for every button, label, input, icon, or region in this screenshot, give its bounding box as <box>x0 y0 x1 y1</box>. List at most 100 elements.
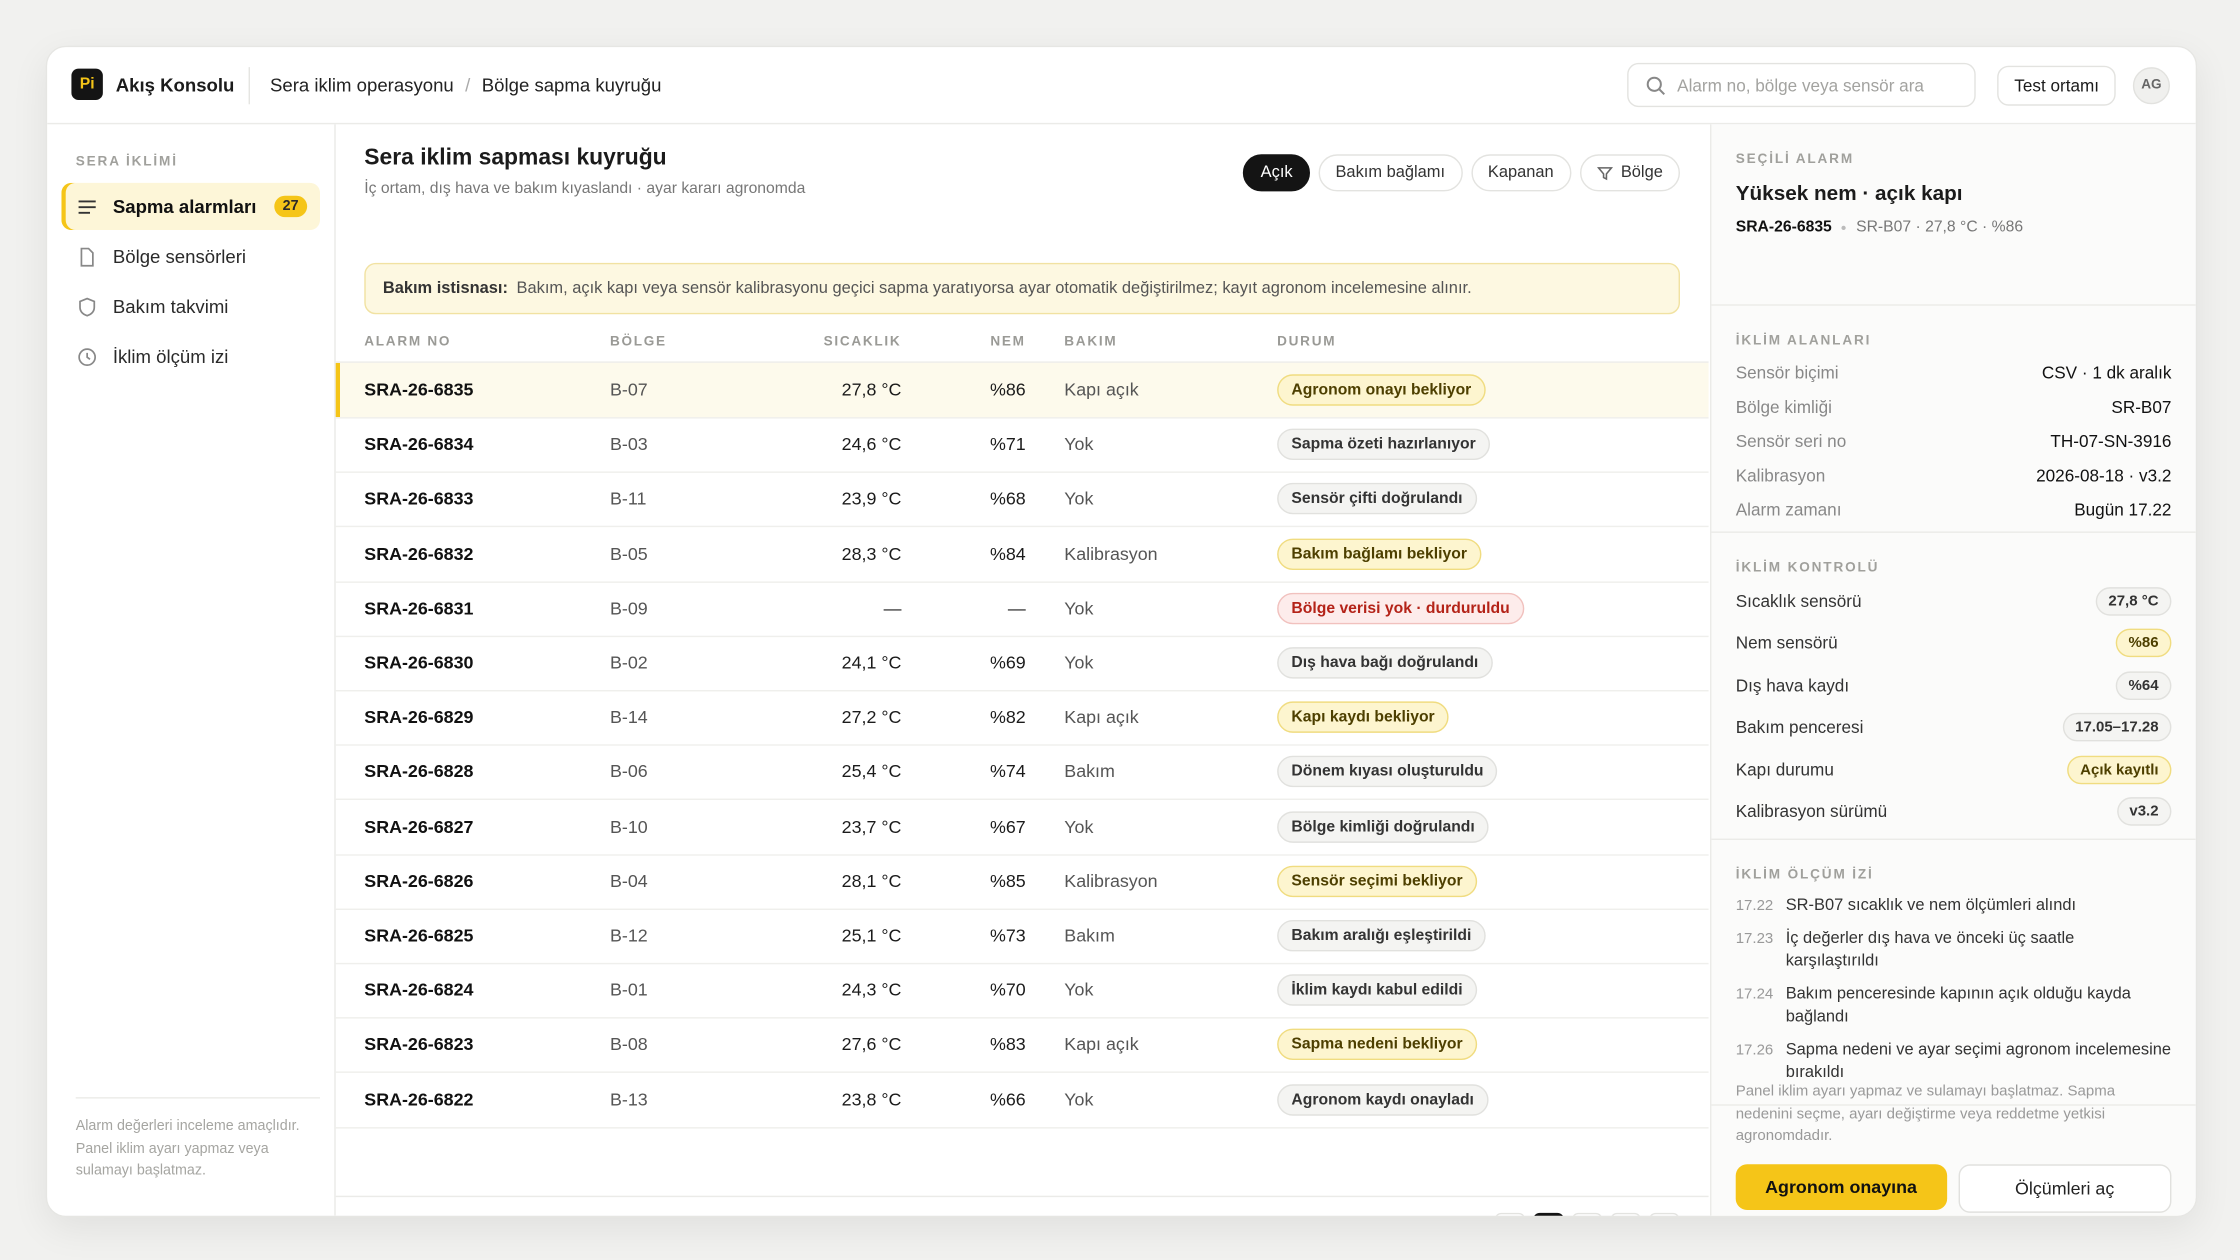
log-time: 17.23 <box>1735 929 1774 948</box>
environment-button[interactable]: Test ortamı <box>1997 65 2117 106</box>
table-row[interactable]: SRA-26-6832 B-05 28,3 °C %84 Kalibrasyon Bakı… <box>335 527 1709 583</box>
section-label: İKLİM ÖLÇÜM İZİ <box>1735 867 1874 883</box>
breadcrumb-separator: / <box>465 74 471 96</box>
notice: Bakım istisnası: Bakım, açık kapı veya se… <box>364 262 1680 315</box>
control-row: Sıcaklık sensörü 27,8 °C <box>1736 580 2172 622</box>
column-header: SICAKLIK <box>823 334 902 350</box>
field-label: Sensör biçimi <box>1735 362 1839 383</box>
table-row[interactable]: SRA-26-6831 B-09 — — Yok Bölge verisi yok · d… <box>335 581 1709 637</box>
table-row[interactable]: SRA-26-6824 B-01 24,3 °C %70 Yok İklim kaydı … <box>335 963 1709 1019</box>
control-value: %86 <box>2115 628 2172 658</box>
cell: %73 <box>989 925 1026 946</box>
log-entry: 17.24 Bakım penceresinde kapının açık old… <box>1736 983 2172 1029</box>
cell: B-07 <box>609 379 648 400</box>
top-bar: Pi Akış Konsolu Sera iklim operasyonu / Bölg… <box>47 47 2196 125</box>
actions: Agronom onayına gönderÖlçümleri aç <box>1735 1164 2172 1213</box>
log-text: İç değerler dış hava ve önceki üç saatle… <box>1785 929 2075 970</box>
nav-item[interactable]: Sapma alarmları 27 <box>61 182 320 230</box>
dot <box>1841 225 1847 230</box>
status-tag: Sensör çifti doğrulandı <box>1277 483 1477 515</box>
table-row[interactable]: SRA-26-6835 B-07 27,8 °C %86 Kapı açık Agrono… <box>335 362 1709 419</box>
notice-label: Bakım istisnası: <box>382 279 508 298</box>
cell: Kapı açık <box>1064 1034 1139 1055</box>
secondary-button[interactable]: Ölçümleri aç <box>1957 1164 2172 1213</box>
cell: B-06 <box>609 761 648 782</box>
nav-item[interactable]: İklim ölçüm izi <box>61 333 320 380</box>
table-row[interactable]: SRA-26-6825 B-12 25,1 °C %73 Bakım Bakım aral… <box>335 909 1709 965</box>
main-panel: Sera iklim sapması kuyruğu İç ortam, dış … <box>335 124 1709 1216</box>
nav-item[interactable]: Bakım takvimi <box>61 283 320 330</box>
table-row[interactable]: SRA-26-6822 B-13 23,8 °C %66 Yok Agronom kayd… <box>335 1072 1709 1128</box>
table-row[interactable]: SRA-26-6826 B-04 28,1 °C %85 Kalibrasyon Sens… <box>335 854 1709 910</box>
breadcrumb-item[interactable]: Bölge sapma kuyruğu <box>481 74 662 96</box>
cell: Kalibrasyon <box>1064 543 1158 564</box>
cell: B-04 <box>609 871 648 892</box>
nav-badge: 27 <box>274 195 308 218</box>
sidebar-footer: Alarm değerleri inceleme amaçlıdır. Pane… <box>75 1097 320 1182</box>
icon <box>78 348 96 366</box>
table-row[interactable]: SRA-26-6828 B-06 25,4 °C %74 Bakım Dönem kıya… <box>335 745 1709 801</box>
page-prev[interactable]: ‹ <box>1494 1212 1526 1216</box>
cell: Kalibrasyon <box>1064 871 1158 892</box>
table-row[interactable]: SRA-26-6823 B-08 27,6 °C %83 Kapı açık Sapma … <box>335 1018 1709 1074</box>
page-number[interactable]: 2 <box>1571 1212 1603 1216</box>
control-value: 17.05–17.28 <box>2062 713 2172 742</box>
table-row[interactable]: SRA-26-6830 B-02 24,1 °C %69 Yok Dış hava bağ… <box>335 636 1709 692</box>
pagination: ‹ 1 2 3 › <box>1494 1212 1680 1216</box>
nav-item[interactable]: Bölge sensörleri <box>61 233 320 280</box>
field-label: Sensör seri no <box>1735 431 1847 452</box>
cell: %84 <box>989 543 1026 564</box>
control-row: Bakım penceresi 17.05–17.28 <box>1736 706 2172 748</box>
column-header: BÖLGE <box>609 334 667 350</box>
page-number[interactable]: 1 <box>1532 1212 1565 1216</box>
breadcrumb-item[interactable]: Sera iklim operasyonu <box>269 74 454 96</box>
filter-button[interactable]: Kapanan <box>1470 154 1571 192</box>
climate-control: İKLİM KONTROLÜ Sıcaklık sensörü 27,8 °C Nem… <box>1711 533 2196 840</box>
cell: 27,8 °C <box>841 379 902 400</box>
cell: B-01 <box>609 980 648 1001</box>
table-row[interactable]: SRA-26-6827 B-10 23,7 °C %67 Yok Bölge kimliğ… <box>335 799 1709 856</box>
filter-button[interactable]: Açık <box>1243 154 1310 192</box>
cell: SRA-26-6830 <box>364 652 474 673</box>
table-row[interactable]: SRA-26-6829 B-14 27,2 °C %82 Kapı açık Kapı k… <box>335 690 1709 746</box>
filter-button[interactable]: Bakım bağlamı <box>1318 154 1463 192</box>
user-avatar[interactable]: AG <box>2132 67 2170 105</box>
field-value: 2026-08-18 · v3.2 <box>2036 465 2172 486</box>
control-label: Dış hava kaydı <box>1735 675 1850 696</box>
page-next[interactable]: › <box>1648 1212 1680 1216</box>
measurement-log: İKLİM ÖLÇÜM İZİ 17.22 SR-B07 sıcaklık ve n… <box>1711 840 2196 1106</box>
cell: 23,8 °C <box>841 1089 902 1110</box>
field-value: Bugün 17.22 <box>2074 499 2172 520</box>
status-tag: Kapı kaydı bekliyor <box>1277 701 1449 734</box>
cell: %69 <box>989 652 1026 673</box>
nav-label: Bakım takvimi <box>112 295 229 318</box>
cell: %68 <box>989 489 1026 510</box>
filter-button[interactable]: Bölge <box>1579 154 1680 192</box>
control-row: Dış hava kaydı %64 <box>1736 664 2172 706</box>
table-row[interactable]: SRA-26-6833 B-11 23,9 °C %68 Yok Sensör çifti… <box>335 472 1709 528</box>
status-tag: Sapma özeti hazırlanıyor <box>1277 428 1490 461</box>
cell: 27,2 °C <box>841 707 902 728</box>
field-row: Sensör biçimi CSV · 1 dk aralık <box>1736 356 2172 390</box>
table-row[interactable]: SRA-26-6834 B-03 24,6 °C %71 Yok Sapma özeti … <box>335 417 1709 474</box>
field-row: Alarm zamanı Bugün 17.22 <box>1736 493 2172 527</box>
cell: Yok <box>1064 980 1094 1001</box>
icon <box>79 297 96 317</box>
cell: B-05 <box>609 543 648 564</box>
cell: B-03 <box>609 434 648 455</box>
status-tag: Sapma nedeni bekliyor <box>1277 1029 1477 1061</box>
control-label: Sıcaklık sensörü <box>1735 591 1862 612</box>
cell: SRA-26-6828 <box>364 761 474 782</box>
status-tag: Agronom kaydı onayladı <box>1277 1083 1489 1116</box>
selected-alarm: SEÇİLİ ALARM Yüksek nem · açık kapı SRA-26… <box>1711 124 2196 306</box>
page-number[interactable]: 3 <box>1609 1212 1642 1216</box>
log-text: SR-B07 sıcaklık ve nem ölçümleri alındı <box>1785 897 2077 915</box>
filter-label: Kapanan <box>1487 164 1554 182</box>
cell: %67 <box>989 816 1026 837</box>
cell: %70 <box>989 980 1026 1001</box>
cell: 24,3 °C <box>841 980 902 1001</box>
status-tag: İklim kaydı kabul edildi <box>1277 974 1477 1006</box>
primary-button[interactable]: Agronom onayına gönder <box>1735 1164 1947 1210</box>
search-box[interactable]: Alarm no, bölge veya sensör ara <box>1627 62 1976 108</box>
